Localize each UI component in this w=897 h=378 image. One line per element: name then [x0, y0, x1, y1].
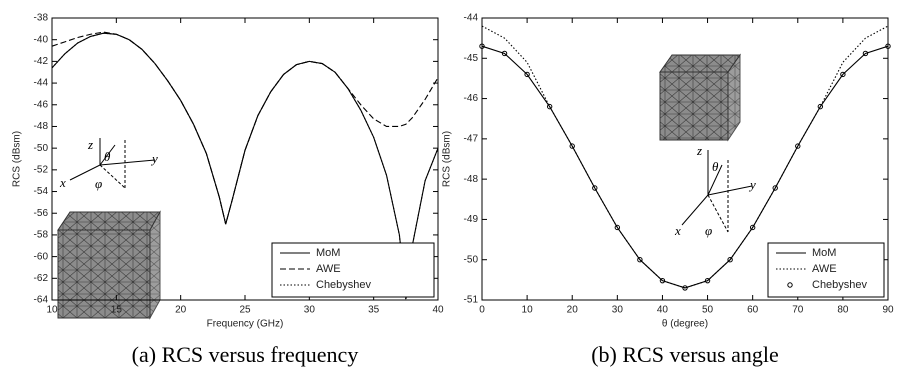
- y-axis-label: RCS (dBsm): [442, 131, 453, 187]
- x-tick-label: 15: [111, 305, 123, 316]
- x-tick-label: 50: [702, 305, 714, 316]
- y-tick-label: -52: [34, 164, 49, 175]
- axis-symbol: φ: [95, 176, 102, 191]
- axis-symbol: θ: [104, 149, 111, 164]
- x-tick-label: 80: [837, 305, 849, 316]
- y-tick-label: -45: [464, 53, 479, 64]
- tripod-a: [70, 138, 155, 188]
- y-tick-label: -50: [464, 254, 479, 265]
- x-tick-label: 35: [368, 305, 380, 316]
- y-tick-label: -48: [464, 174, 479, 185]
- axis-symbol: x: [59, 175, 66, 190]
- y-tick-label: -50: [34, 143, 49, 154]
- x-axis-label: θ (degree): [662, 319, 708, 330]
- axis-symbol: y: [150, 151, 158, 166]
- x-tick-label: 60: [747, 305, 759, 316]
- legend-label: MoM: [812, 247, 836, 259]
- y-tick-label: -58: [34, 230, 49, 241]
- caption: (a) RCS versus frequency: [132, 342, 359, 367]
- x-tick-label: 10: [46, 305, 58, 316]
- y-tick-label: -47: [464, 133, 479, 144]
- axis-symbol: y: [748, 177, 756, 192]
- cube-a: [58, 212, 160, 318]
- x-tick-label: 70: [792, 305, 804, 316]
- y-tick-label: -42: [34, 56, 49, 67]
- y-tick-label: -38: [34, 13, 49, 24]
- y-tick-label: -46: [464, 93, 479, 104]
- x-tick-label: 40: [657, 305, 669, 316]
- legend-label: AWE: [316, 263, 341, 275]
- y-tick-label: -54: [34, 186, 49, 197]
- x-tick-label: 20: [567, 305, 579, 316]
- y-axis-label: RCS (dBsm): [12, 131, 23, 187]
- y-tick-label: -48: [34, 121, 49, 132]
- x-tick-label: 90: [882, 305, 894, 316]
- legend-label: AWE: [812, 263, 837, 275]
- y-tick-label: -62: [34, 273, 49, 284]
- axis-symbol: x: [674, 223, 681, 238]
- y-tick-label: -49: [464, 214, 479, 225]
- y-tick-label: -56: [34, 208, 49, 219]
- x-tick-label: 30: [304, 305, 316, 316]
- x-tick-label: 20: [175, 305, 187, 316]
- y-tick-label: -46: [34, 99, 49, 110]
- x-tick-label: 30: [612, 305, 624, 316]
- y-tick-label: -40: [34, 34, 49, 45]
- y-tick-label: -44: [34, 78, 49, 89]
- axis-symbol: z: [696, 143, 702, 158]
- legend-label: MoM: [316, 247, 340, 259]
- y-tick-label: -51: [464, 295, 479, 306]
- figure: z θ y x φ z θ y x φ -64-62-60-58-56-54-5…: [0, 0, 897, 378]
- x-axis-label: Frequency (GHz): [207, 319, 284, 330]
- x-tick-label: 0: [479, 305, 485, 316]
- caption: (b) RCS versus angle: [591, 342, 779, 367]
- line: [52, 32, 438, 224]
- x-tick-label: 25: [239, 305, 251, 316]
- y-tick-label: -44: [464, 13, 479, 24]
- axis-symbol: θ: [712, 159, 719, 174]
- y-tick-label: -60: [34, 251, 49, 262]
- x-tick-label: 40: [432, 305, 444, 316]
- legend-label: Chebyshev: [316, 279, 372, 291]
- x-tick-label: 10: [522, 305, 534, 316]
- legend-label: Chebyshev: [812, 279, 868, 291]
- axis-symbol: φ: [705, 223, 712, 238]
- axis-symbol: z: [87, 137, 93, 152]
- cube-b: [660, 55, 740, 140]
